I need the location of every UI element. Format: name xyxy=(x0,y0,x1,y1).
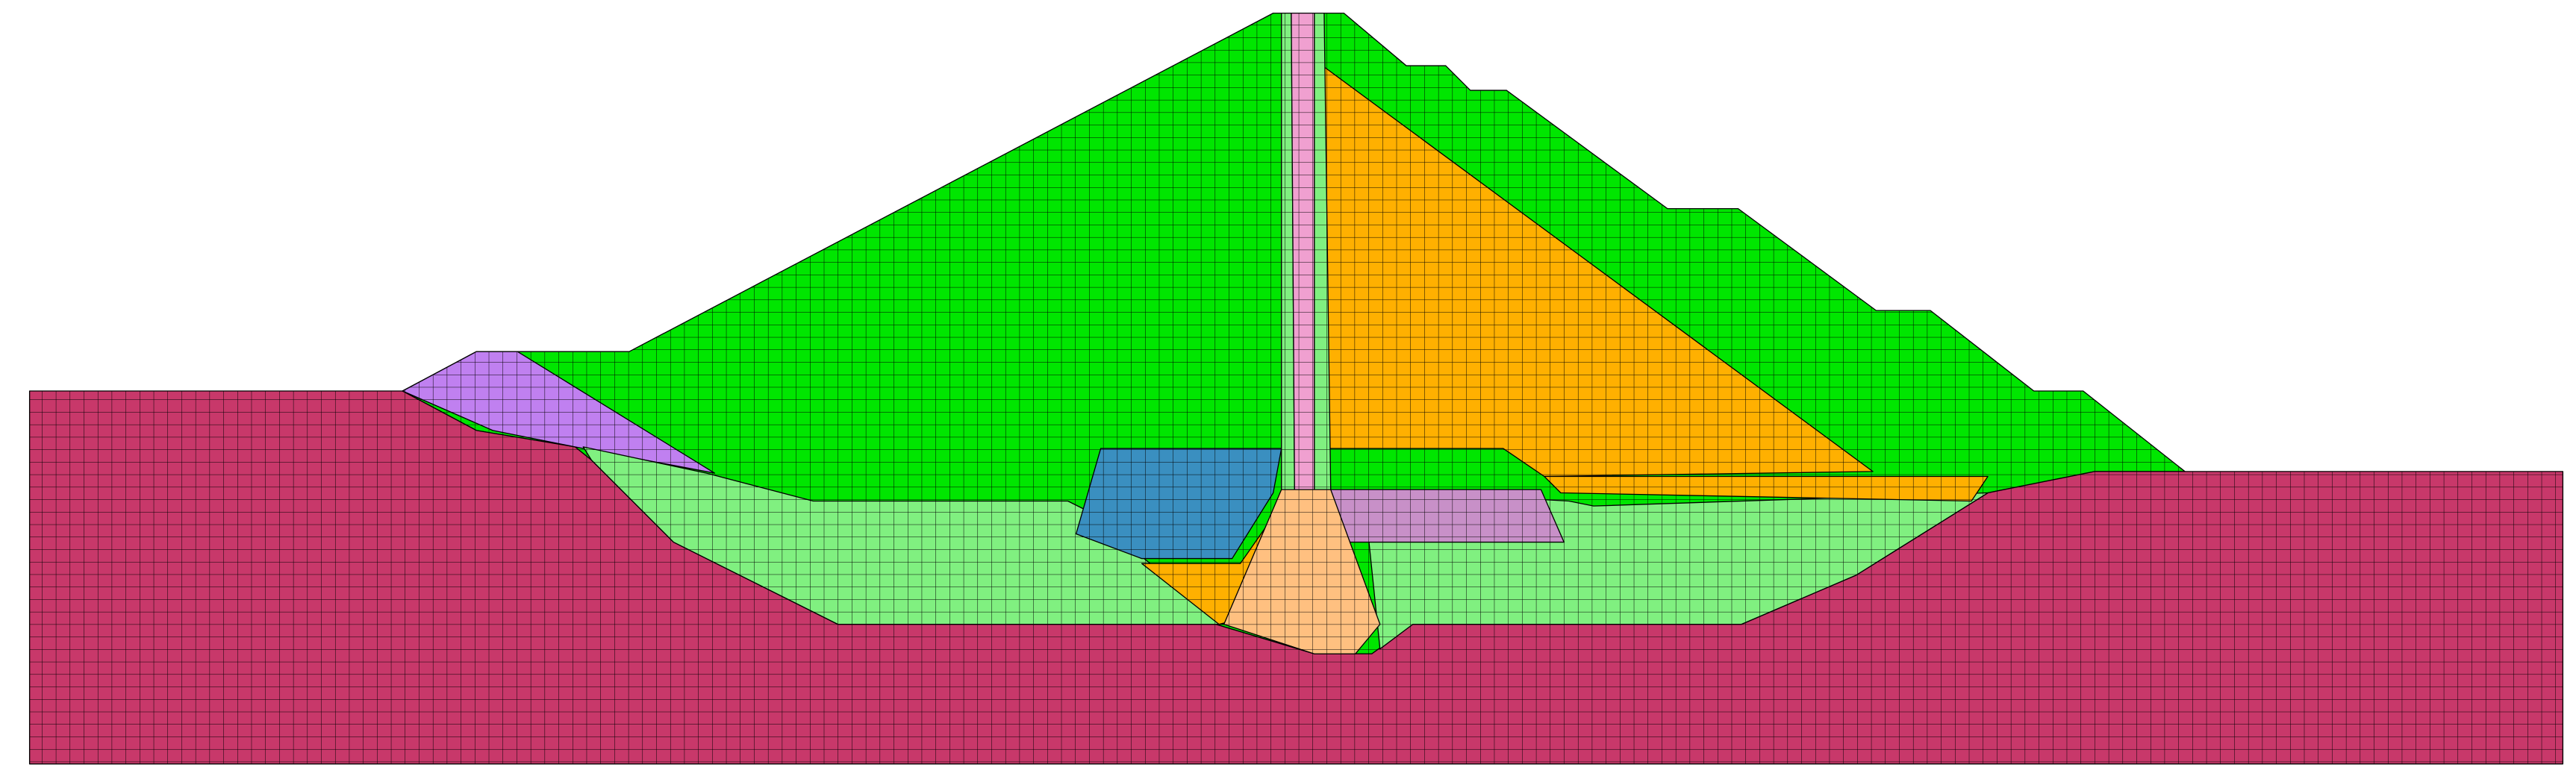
page: Dam cross-section mesh {} html, body { m… xyxy=(28,12,2564,765)
mesh-diagram xyxy=(28,12,2564,765)
mesh-grid xyxy=(29,13,2563,764)
page-body xyxy=(28,12,2564,765)
